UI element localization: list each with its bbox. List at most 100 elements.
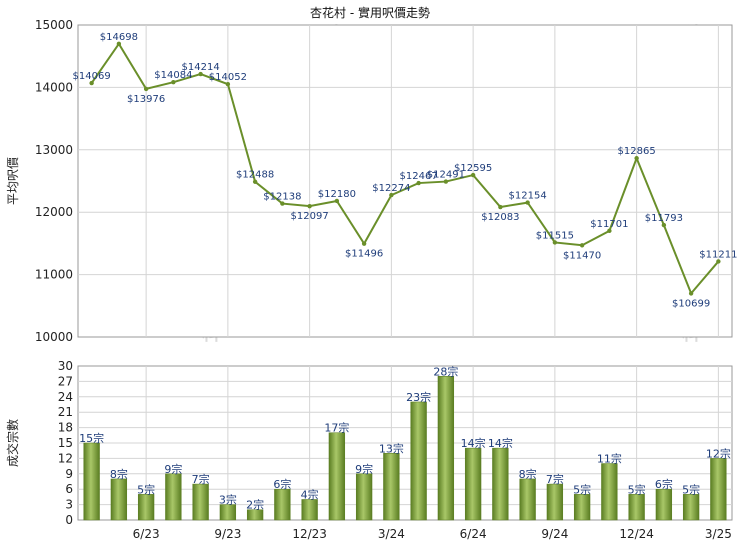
volume-data-label: 5宗 (573, 482, 591, 496)
price-point (171, 79, 176, 85)
price-point (89, 80, 94, 86)
price-data-label: $12595 (454, 163, 492, 174)
price-line-layer (89, 41, 721, 296)
volume-y-tick-label: 6 (65, 482, 73, 496)
volume-data-label: 5宗 (628, 482, 646, 496)
volume-y-tick-label: 0 (65, 513, 73, 527)
price-data-label: $11496 (345, 249, 383, 260)
volume-bar (192, 483, 209, 521)
volume-bar (165, 473, 182, 521)
price-data-label: $14052 (209, 72, 247, 83)
volume-y-tick-label: 18 (58, 421, 73, 435)
x-tick-label: 9/24 (541, 527, 568, 541)
volume-data-label: 15宗 (79, 431, 104, 445)
price-point (334, 198, 340, 204)
price-point (389, 192, 394, 198)
price-point (498, 204, 503, 210)
volume-y-axis-label: 成交宗數 (5, 419, 20, 467)
price-point (661, 222, 667, 228)
volume-data-label: 14宗 (461, 436, 486, 450)
volume-y-tick-label: 21 (58, 405, 73, 419)
volume-data-label: 23宗 (406, 390, 431, 404)
price-point (416, 180, 421, 186)
volume-data-label: 7宗 (192, 472, 210, 486)
price-data-label: $11701 (590, 219, 628, 230)
x-tick-label: 12/23 (292, 527, 327, 541)
volume-bar (110, 478, 128, 521)
volume-bar (710, 458, 727, 521)
price-data-label: $12467 (400, 171, 438, 182)
price-point (307, 203, 312, 209)
price-data-label: $10699 (672, 298, 710, 309)
volume-bar (246, 509, 264, 521)
volume-data-label: 5宗 (137, 482, 155, 496)
volume-y-tick-label: 3 (65, 498, 73, 512)
volume-data-label: 14宗 (488, 436, 513, 450)
x-tick-label: 6/24 (460, 527, 487, 541)
volume-y-tick-label: 15 (58, 436, 73, 450)
volume-bar (601, 463, 618, 521)
volume-bar (519, 478, 536, 521)
price-data-label: $12865 (618, 146, 656, 157)
price-point (688, 291, 694, 296)
volume-y-tick-label: 24 (58, 390, 73, 404)
volume-data-label: 3宗 (219, 493, 237, 507)
price-data-label: $12491 (427, 170, 465, 181)
volume-data-label: 5宗 (682, 482, 700, 496)
volume-y-tick-label: 9 (65, 467, 73, 481)
chart-title: 杏花村 - 實用呎價走勢 (310, 5, 430, 20)
price-point (280, 201, 285, 206)
price-y-ticks: 10000 11000 12000 13000 14000 15000 (35, 18, 73, 344)
volume-bar (383, 453, 400, 521)
volume-data-label: 12宗 (706, 446, 731, 460)
price-data-label: $12097 (291, 211, 329, 222)
price-data-label: $12154 (509, 191, 547, 202)
price-y-axis-label: 平均呎價 (6, 157, 20, 205)
volume-data-label: 2宗 (246, 498, 264, 512)
price-y-tick-label: 14000 (35, 80, 73, 94)
volume-bar (410, 401, 427, 521)
volume-y-tick-label: 30 (58, 359, 73, 373)
price-point (116, 41, 122, 47)
price-data-label: $12180 (318, 189, 356, 200)
price-data-label: $13976 (127, 94, 165, 105)
volume-bar (573, 494, 591, 521)
volume-data-label: 6宗 (273, 477, 291, 491)
volume-data-label: 6宗 (655, 477, 673, 491)
volume-x-ticks: 6/23 9/23 12/23 3/24 6/24 9/24 12/24 3/25 (133, 527, 732, 541)
price-point (525, 200, 530, 205)
volume-bars (83, 376, 727, 521)
volume-bar (274, 488, 291, 521)
volume-y-tick-label: 12 (58, 451, 73, 465)
price-data-label: $12138 (263, 192, 301, 203)
price-data-label: $11515 (536, 230, 574, 241)
volume-data-label: 9宗 (164, 462, 182, 476)
price-data-label: $11470 (563, 250, 601, 261)
volume-data-label: 11宗 (597, 452, 622, 466)
volume-bar (219, 504, 237, 521)
price-point (470, 172, 476, 178)
price-point (361, 241, 367, 246)
volume-bar (355, 473, 373, 521)
price-data-label: $14698 (100, 32, 138, 43)
price-point (634, 156, 639, 161)
price-point (252, 179, 258, 184)
price-point (198, 71, 203, 77)
price-point (579, 243, 585, 248)
price-y-tick-label: 11000 (35, 268, 73, 282)
price-series-line (90, 42, 720, 296)
price-point (143, 86, 149, 92)
price-data-label: $11793 (645, 213, 683, 224)
price-data-label: $12488 (236, 170, 274, 181)
x-tick-label: 3/25 (705, 527, 732, 541)
volume-data-label: 9宗 (355, 462, 373, 476)
volume-bar (328, 432, 346, 521)
volume-bar (655, 488, 673, 521)
volume-data-label: 13宗 (379, 441, 404, 455)
